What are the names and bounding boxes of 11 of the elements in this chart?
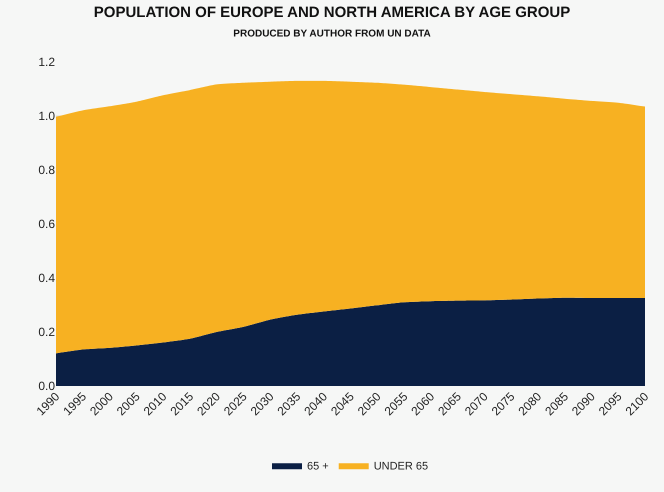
chart-title: POPULATION OF EUROPE AND NORTH AMERICA BY AGE GROUP (94, 4, 570, 22)
chart-subtitle: PRODUCED BY AUTHOR FROM UN DATA (233, 28, 431, 40)
y-tick-label: 1.2 (38, 55, 56, 70)
y-tick-label: 0.2 (38, 325, 56, 340)
y-tick-label: 1.0 (38, 109, 56, 124)
legend-label: 65 + (307, 460, 329, 473)
legend-label: UNDER 65 (374, 460, 428, 473)
y-tick-label: 0.6 (38, 217, 56, 232)
y-tick-label: 0.4 (38, 271, 56, 286)
y-tick-label: 0.0 (38, 379, 56, 394)
y-tick-label: 0.8 (38, 163, 56, 178)
